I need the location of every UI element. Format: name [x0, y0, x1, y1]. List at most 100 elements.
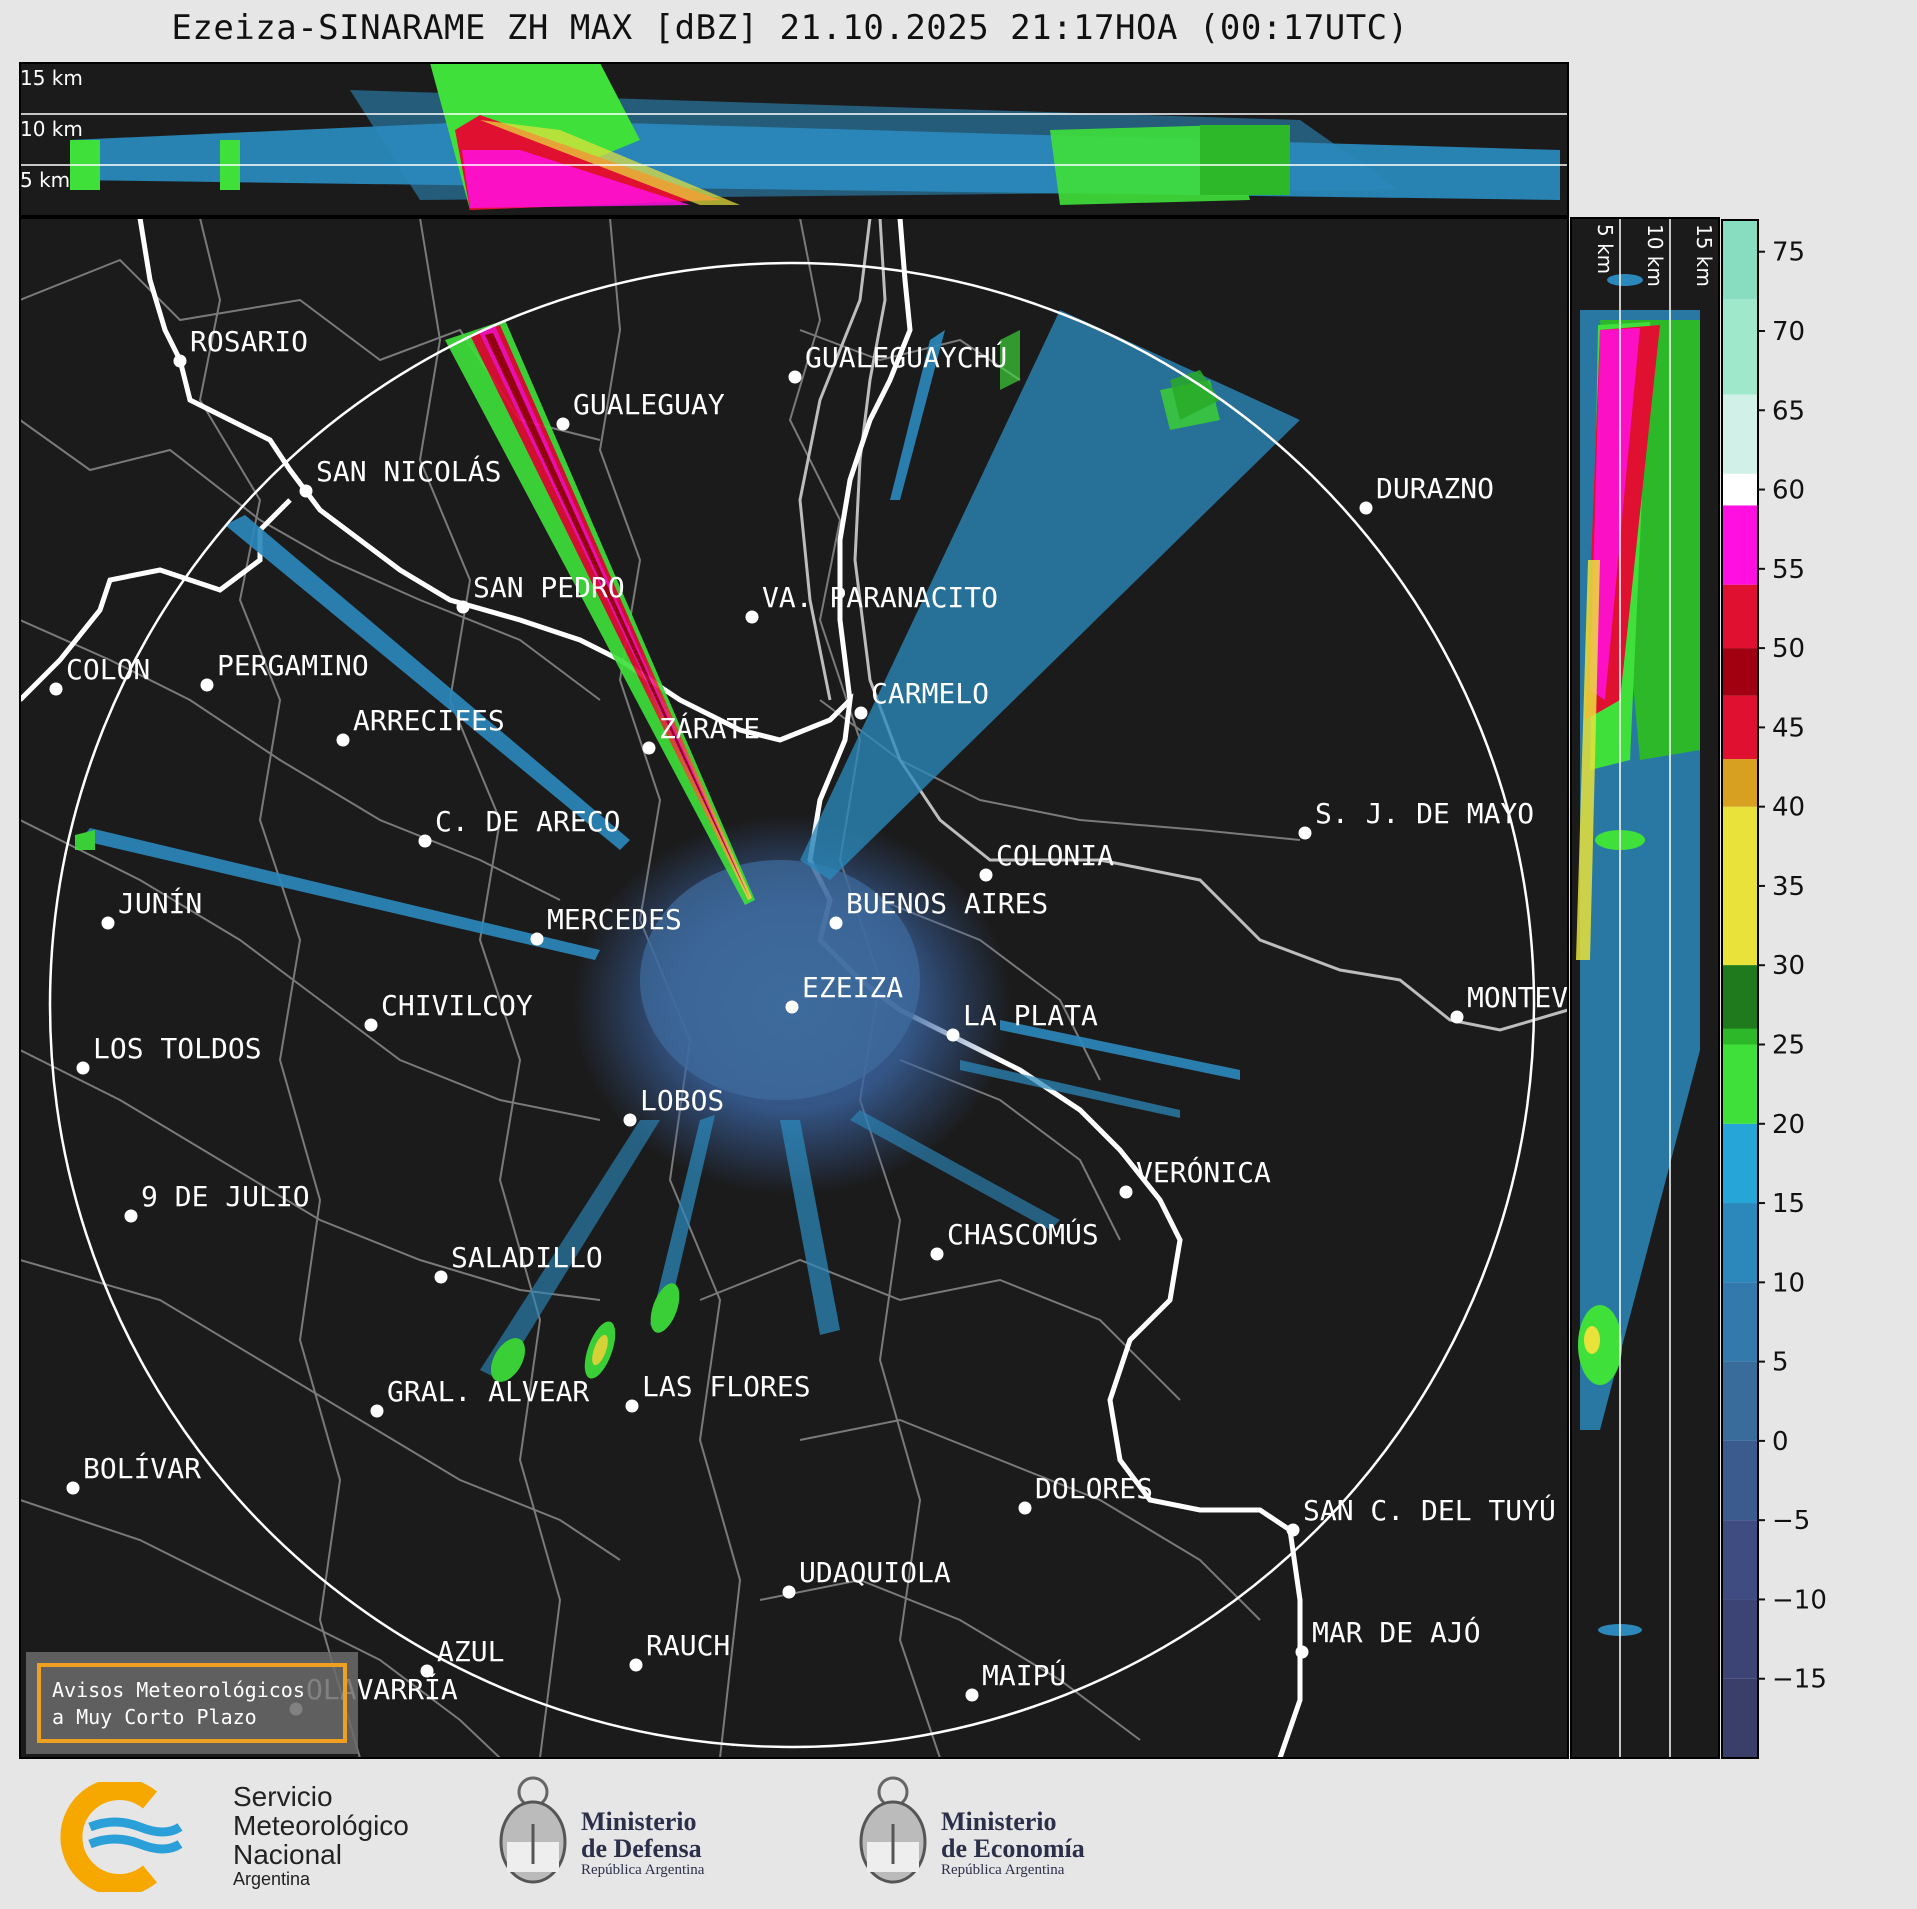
- warning-line-2: a Muy Corto Plazo: [52, 1705, 257, 1729]
- city-label-va-paranacito: VA. PARANACITO: [762, 581, 998, 614]
- city-label-carmelo: CARMELO: [871, 677, 989, 710]
- colorbar-tick-label: 45: [1772, 713, 1805, 743]
- colorbar-band: [1722, 648, 1758, 696]
- city-label-s-j-de-mayo: S. J. DE MAYO: [1315, 797, 1534, 830]
- economia-logo: Ministerio de Economía República Argenti…: [855, 1762, 1135, 1902]
- city-label-maipu: MAIPÚ: [982, 1658, 1066, 1692]
- colorbar-band: [1722, 759, 1758, 807]
- colorbar-tick-label: 55: [1772, 555, 1805, 585]
- colorbar-tick-label: 20: [1772, 1110, 1805, 1140]
- side-label-5km: 5 km: [1593, 224, 1617, 274]
- city-label-las-flores: LAS FLORES: [642, 1370, 811, 1403]
- city-label-rauch: RAUCH: [646, 1629, 730, 1662]
- smn-emblem-icon: [60, 1782, 183, 1892]
- city-label-9-de-julio: 9 DE JULIO: [141, 1180, 310, 1213]
- city-dot-bolivar: [66, 1481, 80, 1495]
- city-dot-buenos-aires: [829, 916, 843, 930]
- colorbar-tick-label: 50: [1772, 634, 1805, 664]
- city-dot-pergamino: [200, 678, 214, 692]
- colorbar-band: [1722, 584, 1758, 649]
- colorbar-band: [1722, 1044, 1758, 1124]
- colorbar-band: [1722, 394, 1758, 474]
- city-dot-azul: [420, 1664, 434, 1678]
- colorbar-tick-label: 25: [1772, 1030, 1805, 1060]
- city-label-udaquiola: UDAQUIOLA: [799, 1556, 951, 1589]
- city-label-bolivar: BOLÍVAR: [83, 1451, 201, 1485]
- city-label-lobos: LOBOS: [640, 1084, 724, 1117]
- defensa-line-2: de Defensa: [581, 1834, 702, 1863]
- colorbar-tick-label: −15: [1772, 1665, 1827, 1695]
- city-dot-veronica: [1119, 1185, 1133, 1199]
- city-dot-colon: [49, 682, 63, 696]
- city-dot-arrecifes: [336, 733, 350, 747]
- city-dot-los-toldos: [76, 1061, 90, 1075]
- side-cross-section: [1571, 218, 1719, 1758]
- side-label-15km: 15 km: [1692, 224, 1716, 287]
- defensa-line-1: Ministerio: [581, 1807, 697, 1836]
- colorbar-tick-label: −10: [1772, 1585, 1827, 1615]
- city-dot-mercedes: [530, 932, 544, 946]
- city-label-azul: AZUL: [437, 1635, 504, 1668]
- defensa-logo: Ministerio de Defensa República Argentin…: [495, 1762, 755, 1902]
- warning-line-1: Avisos Meteorológicos: [52, 1678, 305, 1702]
- colorbar-band: [1722, 1678, 1758, 1758]
- colorbar-band: [1722, 1282, 1758, 1362]
- city-dot-chascomus: [930, 1247, 944, 1261]
- city-dot-colonia: [979, 868, 993, 882]
- colorbar-tick-label: 5: [1772, 1348, 1789, 1378]
- city-dot-junin: [101, 916, 115, 930]
- city-label-colon: COLON: [66, 653, 150, 686]
- smn-line-2: Meteorológico: [233, 1810, 409, 1841]
- city-label-c-de-areco: C. DE ARECO: [435, 805, 620, 838]
- city-dot-rosario: [173, 354, 187, 368]
- city-label-buenos-aires: BUENOS AIRES: [846, 887, 1048, 920]
- colorbar-band: [1722, 885, 1758, 966]
- colorbar-band: [1722, 965, 1758, 1029]
- colorbar-tick-label: 40: [1772, 793, 1805, 823]
- city-dot-lobos: [623, 1113, 637, 1127]
- city-markers: ROSARIO GUALEGUAYCHÚ GUALEGUAY SAN NICOLÁS D…: [49, 325, 1568, 1716]
- city-dot-montev: [1450, 1010, 1464, 1024]
- footer-logos: Servicio Meteorológico Nacional Argentin…: [0, 1762, 1917, 1909]
- city-label-san-c-del-tuyu: SAN C. DEL TUYÚ: [1303, 1493, 1556, 1527]
- smn-line-1: Servicio: [233, 1781, 333, 1812]
- city-label-veronica: VERÓNICA: [1136, 1155, 1271, 1189]
- city-dot-san-nicolas: [299, 484, 313, 498]
- national-shield-icon: [499, 1776, 567, 1884]
- colorbar-tick-label: 30: [1772, 951, 1805, 981]
- economia-line-2: de Economía: [941, 1834, 1085, 1863]
- city-label-saladillo: SALADILLO: [451, 1241, 603, 1274]
- city-label-chascomus: CHASCOMÚS: [947, 1217, 1099, 1251]
- top-label-5km: 5 km: [20, 168, 70, 192]
- colorbar-tick-label: 60: [1772, 476, 1805, 506]
- city-label-gualeguaychu: GUALEGUAYCHÚ: [805, 340, 1007, 374]
- city-dot-udaquiola: [782, 1585, 796, 1599]
- colorbar-band: [1722, 695, 1758, 760]
- economia-line-1: Ministerio: [941, 1807, 1057, 1836]
- city-label-junin: JUNÍN: [118, 886, 202, 920]
- city-dot-san-pedro: [456, 600, 470, 614]
- colorbar-band: [1722, 1520, 1758, 1600]
- top-label-15km: 15 km: [20, 66, 83, 90]
- city-label-san-pedro: SAN PEDRO: [473, 571, 625, 604]
- city-label-zarate: ZÁRATE: [659, 711, 760, 745]
- economia-line-3: República Argentina: [941, 1862, 1065, 1878]
- city-label-mar-de-ajo: MAR DE AJÓ: [1312, 1615, 1481, 1649]
- range-ring: [48, 261, 1536, 1749]
- colorbar-tick-label: 70: [1772, 317, 1805, 347]
- city-dot-gualeguaychu: [788, 370, 802, 384]
- city-label-los-toldos: LOS TOLDOS: [93, 1032, 262, 1065]
- colorbar-band: [1722, 806, 1758, 886]
- city-dot-9-de-julio: [124, 1209, 138, 1223]
- colorbar-band: [1722, 299, 1758, 395]
- top-label-10km: 10 km: [20, 117, 83, 141]
- city-dot-carmelo: [854, 706, 868, 720]
- colorbar-band: [1722, 1361, 1758, 1441]
- colorbar-band: [1722, 1440, 1758, 1521]
- colorbar-tick-label: 65: [1772, 396, 1805, 426]
- colorbar-band: [1722, 1203, 1758, 1283]
- national-shield-icon: [859, 1776, 927, 1884]
- city-label-dolores: DOLORES: [1035, 1472, 1153, 1505]
